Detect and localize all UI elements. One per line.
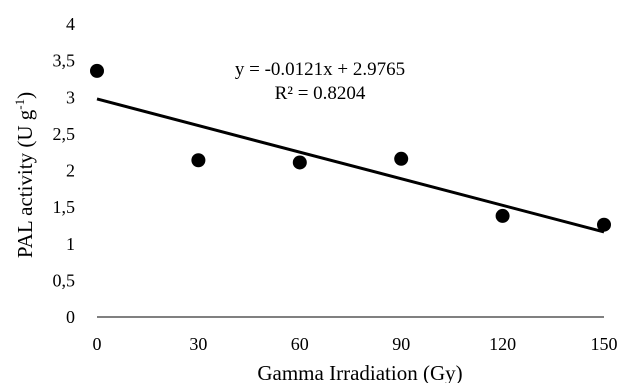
trendline-r-squared: R² = 0.8204 <box>275 83 366 104</box>
y-tick-label: 1,5 <box>53 197 76 217</box>
trendline-equation: y = -0.0121x + 2.9765 <box>235 59 405 80</box>
data-points <box>90 63 611 232</box>
y-tick-label: 3 <box>66 87 75 107</box>
data-point <box>191 153 206 168</box>
x-tick-label: 90 <box>392 334 410 354</box>
x-tick-label: 30 <box>189 334 207 354</box>
data-point <box>394 151 409 166</box>
data-point <box>292 155 307 170</box>
x-axis-ticks: 0 30 60 90 120 150 <box>93 334 618 354</box>
y-axis-title: PAL activity (U g-1) <box>12 92 37 258</box>
y-axis-title-end: ) <box>13 92 37 99</box>
y-tick-label: 0 <box>66 307 75 327</box>
data-point <box>597 217 611 232</box>
y-axis-title-sup: -1 <box>12 99 27 110</box>
y-tick-label: 2 <box>66 161 75 181</box>
x-tick-label: 60 <box>291 334 309 354</box>
data-point <box>90 63 104 78</box>
y-tick-label: 0,5 <box>53 270 76 290</box>
x-tick-label: 150 <box>591 334 618 354</box>
data-point <box>495 208 510 223</box>
y-axis-title-main: PAL activity (U g <box>13 109 37 258</box>
x-axis-title: Gamma Irradiation (Gy) <box>257 361 462 383</box>
y-tick-label: 2,5 <box>53 124 76 144</box>
x-tick-label: 0 <box>93 334 102 354</box>
y-tick-label: 1 <box>66 234 75 254</box>
trend-line <box>96 97 605 234</box>
y-tick-label: 3,5 <box>53 51 76 71</box>
y-axis-ticks: 0 0,5 1 1,5 2 2,5 3 3,5 4 <box>53 14 76 327</box>
x-tick-label: 120 <box>489 334 516 354</box>
y-tick-label: 4 <box>66 14 75 34</box>
